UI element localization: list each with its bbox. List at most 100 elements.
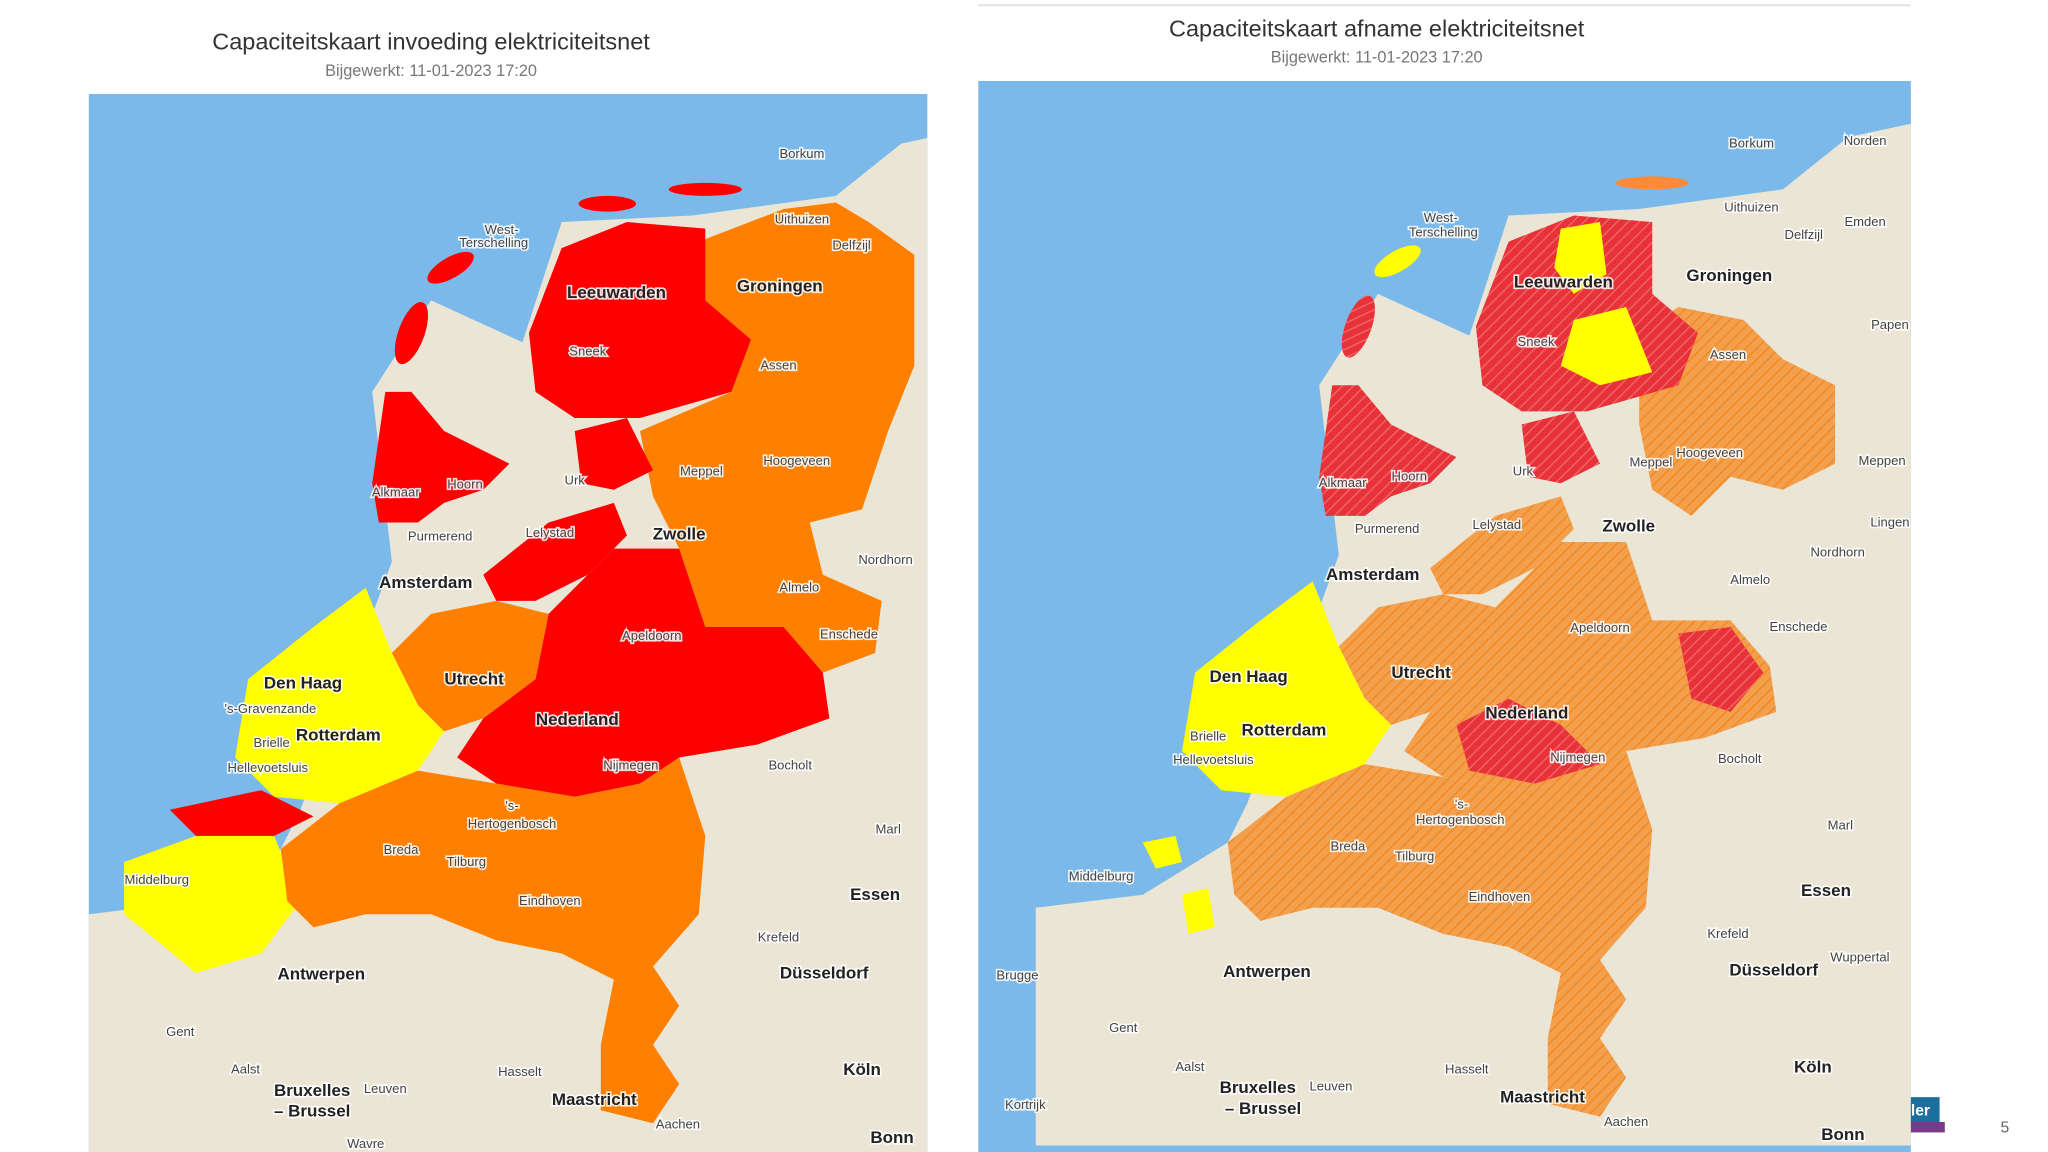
- place-label: Wuppertal: [1830, 949, 1889, 964]
- place-label: Essen: [850, 885, 900, 904]
- place-label: Groningen: [1686, 266, 1772, 285]
- place-label: Terschelling: [1409, 224, 1478, 239]
- place-label: Nordhorn: [1811, 544, 1865, 559]
- place-label: Uithuizen: [1724, 200, 1778, 215]
- place-label: Nederland: [1485, 703, 1568, 722]
- map-title: Capaciteitskaart afname elektriciteitsne…: [1169, 16, 1585, 42]
- place-label: Kortrijk: [1005, 1097, 1046, 1112]
- map-title: Capaciteitskaart invoeding elektriciteit…: [212, 29, 650, 55]
- place-label: Amsterdam: [379, 573, 472, 592]
- place-label: Groningen: [737, 276, 823, 295]
- place-label: Rotterdam: [1241, 720, 1326, 739]
- place-label: – Brussel: [274, 1102, 350, 1121]
- place-label: Delfzijl: [1785, 227, 1824, 242]
- place-label: Sneek: [569, 343, 606, 358]
- place-label: Hoorn: [1392, 469, 1428, 484]
- place-label: Tilburg: [447, 854, 486, 869]
- place-label: Breda: [1331, 838, 1367, 853]
- place-label: Hellevoetsluis: [228, 760, 309, 775]
- place-label: Utrecht: [1391, 663, 1451, 682]
- map-subtitle: Bijgewerkt: 11-01-2023 17:20: [1271, 49, 1483, 67]
- place-label: Middelburg: [1069, 868, 1134, 883]
- place-label: Bruxelles: [1220, 1078, 1296, 1097]
- place-label: Alkmaar: [372, 484, 421, 499]
- place-label: Borkum: [779, 146, 824, 161]
- place-label: Meppel: [680, 463, 723, 478]
- place-label: Antwerpen: [1223, 962, 1311, 981]
- place-label: Marl: [1828, 817, 1853, 832]
- place-label: 's-Gravenzande: [225, 701, 317, 716]
- place-label: Maastricht: [552, 1090, 637, 1109]
- place-label: Köln: [843, 1060, 881, 1079]
- place-label: 's-: [505, 798, 518, 813]
- place-label: Enschede: [1770, 619, 1828, 634]
- place-label: Brielle: [1190, 729, 1226, 744]
- place-label: 's-: [1455, 796, 1468, 811]
- place-label: Uithuizen: [775, 211, 829, 226]
- place-label: Krefeld: [758, 930, 799, 945]
- place-label: Hertogenbosch: [468, 816, 557, 831]
- map-subtitle: Bijgewerkt: 11-01-2023 17:20: [325, 62, 537, 80]
- place-label: Zwolle: [1602, 517, 1655, 536]
- place-label: Den Haag: [1210, 667, 1288, 686]
- place-label: Hoogeveen: [763, 453, 830, 468]
- place-label: Marl: [875, 821, 900, 836]
- logo-text: ler: [1911, 1102, 1930, 1119]
- place-label: Bocholt: [1718, 751, 1762, 766]
- place-label: Hellevoetsluis: [1173, 752, 1254, 767]
- place-label: Alkmaar: [1319, 475, 1368, 490]
- place-label: Nederland: [536, 710, 619, 729]
- place-label: Utrecht: [444, 669, 504, 688]
- place-label: Düsseldorf: [1729, 961, 1818, 980]
- place-label: Den Haag: [264, 673, 342, 692]
- regions: [124, 182, 915, 1124]
- place-label: Almelo: [1730, 572, 1770, 587]
- place-label: Gent: [1109, 1020, 1138, 1035]
- place-label: Köln: [1794, 1057, 1832, 1076]
- place-label: Borkum: [1729, 136, 1774, 151]
- place-label: Maastricht: [1500, 1087, 1585, 1106]
- place-label: – Brussel: [1225, 1099, 1301, 1118]
- place-label: Eindhoven: [519, 893, 581, 908]
- place-label: Delfzijl: [832, 237, 871, 252]
- place-label: Purmerend: [408, 529, 473, 544]
- place-label: Papen: [1871, 317, 1909, 332]
- place-label: West-: [1424, 210, 1458, 225]
- place-label: Gent: [166, 1024, 195, 1039]
- place-label: Krefeld: [1707, 926, 1748, 941]
- place-label: Apeldoorn: [1570, 620, 1629, 635]
- place-label: Assen: [1710, 347, 1746, 362]
- place-label: Wavre: [347, 1136, 384, 1151]
- place-label: Essen: [1801, 881, 1851, 900]
- place-label: Urk: [565, 473, 586, 488]
- place-label: Aalst: [1175, 1059, 1204, 1074]
- place-label: Breda: [384, 842, 420, 857]
- place-label: Purmerend: [1355, 521, 1420, 536]
- place-label: Bonn: [870, 1128, 913, 1147]
- place-label: Nordhorn: [858, 552, 912, 567]
- place-label: Aachen: [656, 1116, 700, 1131]
- place-label: Nijmegen: [1550, 749, 1605, 764]
- logo: ler: [1911, 1097, 1945, 1133]
- place-label: Urk: [1513, 463, 1534, 478]
- place-label: Düsseldorf: [780, 963, 869, 982]
- place-label: Leuven: [364, 1081, 407, 1096]
- place-label: Hasselt: [498, 1064, 542, 1079]
- place-label: Hoorn: [447, 476, 483, 491]
- page-number: 5: [2001, 1119, 2010, 1136]
- place-label: Hasselt: [1445, 1062, 1489, 1077]
- place-label: Assen: [760, 358, 796, 373]
- place-label: Apeldoorn: [622, 628, 681, 643]
- place-label: Leeuwarden: [1514, 272, 1613, 291]
- place-label: Middelburg: [124, 872, 189, 887]
- place-label: Rotterdam: [296, 726, 381, 745]
- place-label: Leeuwarden: [567, 283, 666, 302]
- place-label: Eindhoven: [1469, 889, 1531, 904]
- place-label: Aachen: [1604, 1114, 1648, 1129]
- place-label: Meppel: [1630, 454, 1673, 469]
- regions: [1142, 176, 1836, 1117]
- place-label: Brielle: [254, 735, 290, 750]
- place-label: Lelystad: [1473, 517, 1522, 532]
